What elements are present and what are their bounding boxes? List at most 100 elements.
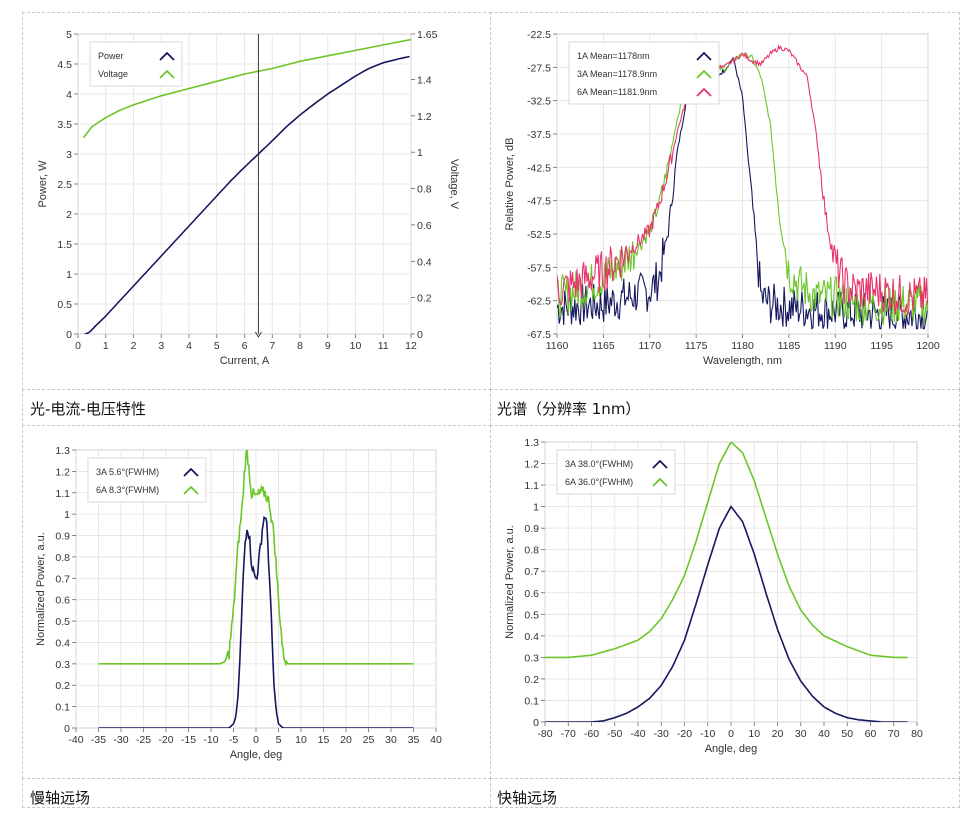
y-tick-label: 0.9: [55, 531, 70, 543]
x-tick-label: -30: [113, 734, 128, 746]
figure-table: [22, 12, 960, 808]
x-axis-label: Wavelength, nm: [703, 355, 782, 367]
y-tick-label: 0.4: [524, 631, 539, 643]
x-tick-label: 1180: [731, 340, 754, 352]
x-tick-label: -10: [700, 728, 715, 740]
y-tick-label: 0: [64, 723, 70, 735]
x-tick-label: 7: [269, 340, 275, 352]
y-tick-label: -22.5: [527, 29, 551, 41]
series-line-navy: [545, 505, 908, 722]
x-tick-label: -20: [158, 734, 173, 746]
x-tick-label: 1195: [870, 340, 893, 352]
x-tick-label: 10: [748, 728, 760, 740]
y-tick-label: 0: [66, 329, 72, 341]
x-tick-label: -80: [537, 728, 552, 740]
x-tick-label: 0: [75, 340, 81, 352]
y-tick-label: -42.5: [527, 162, 551, 174]
y2-tick-label: 0.8: [417, 184, 432, 196]
x-tick-label: 80: [911, 728, 923, 740]
x-tick-label: 5: [276, 734, 282, 746]
legend-label: 3A Mean=1178.9nm: [577, 69, 657, 79]
y-tick-label: 0.2: [55, 680, 70, 692]
y-tick-label: 0.6: [524, 588, 539, 600]
y-tick-label: 1.1: [524, 480, 539, 492]
y-tick-label: -27.5: [527, 62, 551, 74]
series-line-green: [82, 38, 411, 139]
x-tick-label: 70: [888, 728, 900, 740]
fast-axis-chart: -80 -70 -60 -50 -40 -30 -20 -10 0 10 20 30 40 50 60 70 8…: [504, 437, 923, 755]
caption-piv: 光-电流-电压特性: [30, 400, 146, 418]
x-tick-label: 50: [841, 728, 853, 740]
x-tick-label: 40: [430, 734, 442, 746]
x-tick-label: 40: [818, 728, 830, 740]
x-tick-label: 1: [103, 340, 109, 352]
x-tick-label: -20: [677, 728, 692, 740]
x-tick-label: 8: [297, 340, 303, 352]
y-tick-label: 0.1: [55, 702, 70, 714]
x-tick-label: -5: [229, 734, 238, 746]
y2-tick-label: 0.4: [417, 256, 432, 268]
x-tick-label: 25: [363, 734, 375, 746]
x-tick-label: -30: [654, 728, 669, 740]
y-tick-label: -67.5: [527, 329, 551, 341]
legend-swatch-navy: [652, 459, 668, 469]
legend-swatch-navy: [183, 467, 199, 477]
cursor-marker: [255, 331, 262, 338]
x-tick-label: 1160: [546, 340, 569, 352]
y-tick-label: 5: [66, 29, 72, 41]
y-tick-label: 0.8: [55, 552, 70, 564]
y2-tick-label: 1.65: [417, 29, 438, 41]
x-tick-label: 2: [131, 340, 137, 352]
x-tick-label: -40: [630, 728, 645, 740]
legend-box: [556, 449, 676, 495]
y-tick-label: -57.5: [527, 262, 551, 274]
y-tick-label: 1.1: [55, 488, 70, 500]
y-tick-label: 0.7: [55, 573, 70, 585]
x-axis-label: Angle, deg: [705, 743, 758, 755]
y2-tick-label: 0.2: [417, 293, 432, 305]
legend-swatch-pink: [696, 87, 712, 97]
y2-tick-label: 1: [417, 147, 423, 159]
y-tick-label: -52.5: [527, 229, 551, 241]
x-tick-label: 12: [405, 340, 417, 352]
legend-swatch-green: [652, 477, 668, 487]
y-tick-label: -47.5: [527, 196, 551, 208]
x-tick-label: 60: [865, 728, 877, 740]
y-tick-label: 4.5: [57, 59, 72, 71]
y-tick-label: -62.5: [527, 296, 551, 308]
piv-chart: 0 1 2 3 4 5 6 7 8 9 10 11 1200.511.522.533.544.5500.…: [37, 29, 460, 367]
x-tick-label: -50: [607, 728, 622, 740]
legend-swatch-green: [183, 485, 199, 495]
y-tick-label: 1.2: [524, 459, 539, 471]
legend-swatch-green: [696, 69, 712, 79]
legend-label: 6A 8.3°(FWHM): [96, 485, 159, 495]
cell-slow-caption: [22, 778, 491, 808]
x-tick-label: 3: [158, 340, 164, 352]
x-tick-label: 10: [350, 340, 362, 352]
series-line-green: [545, 442, 908, 659]
y-tick-label: 0.5: [524, 609, 539, 621]
x-tick-label: 6: [242, 340, 248, 352]
x-tick-label: 1185: [778, 340, 801, 352]
x-tick-label: 20: [340, 734, 352, 746]
x-tick-label: 20: [772, 728, 784, 740]
y-tick-label: 0.4: [55, 637, 70, 649]
y-tick-label: 0.5: [55, 616, 70, 628]
y-tick-label: 4: [66, 89, 72, 101]
caption-slow-axis: 慢轴远场: [30, 789, 91, 807]
y-tick-label: -32.5: [527, 96, 551, 108]
x-tick-label: 1175: [685, 340, 708, 352]
y-tick-label: 0.3: [524, 652, 539, 664]
y-tick-label: 2: [66, 209, 72, 221]
x-tick-label: 30: [385, 734, 397, 746]
y-tick-label: 1: [66, 269, 72, 281]
y-tick-label: 3: [66, 149, 72, 161]
y2-tick-label: 1.2: [417, 111, 432, 123]
y-tick-label: -37.5: [527, 129, 551, 141]
legend-label: Voltage: [98, 69, 128, 79]
series-line-green: [98, 450, 414, 667]
x-tick-label: 1190: [824, 340, 847, 352]
y-tick-label: 1.5: [57, 239, 72, 251]
spectrum-chart: 1160 1165 1170 1175 1180 1185 1190 1195 1200 -67.…: [504, 29, 940, 367]
x-tick-label: 4: [186, 340, 192, 352]
